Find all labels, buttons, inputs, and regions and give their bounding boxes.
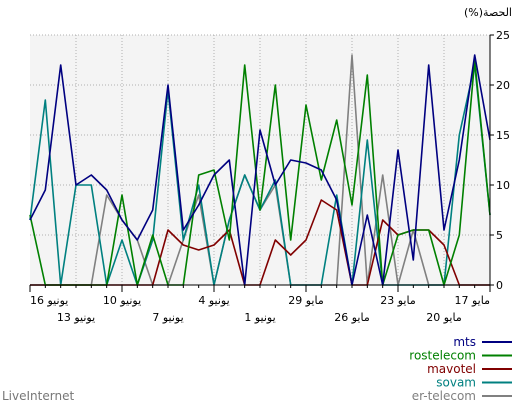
x-tick-label: 20 مايو: [426, 311, 462, 324]
y-axis-title: (%)الحصة: [464, 6, 512, 19]
x-tick-label: 13 يونيو: [57, 311, 95, 324]
legend-label-rostelecom: rostelecom: [409, 349, 476, 363]
x-axis-ticks: 17 مايو 23 مايو 29 مايو 4 يونيو 10 يونيو 16 ي…: [29, 285, 491, 324]
y-tick-label: 10: [496, 179, 510, 192]
x-tick-label: 23 مايو: [380, 294, 416, 307]
x-tick-label: 17 مايو: [455, 294, 491, 307]
x-tick-label: 10 يونيو: [103, 294, 141, 307]
y-tick-label: 0: [496, 279, 503, 292]
series-line-mts: [29, 54, 491, 286]
legend-label-sovam: sovam: [436, 376, 476, 390]
y-tick-label: 5: [496, 229, 503, 242]
x-tick-label: 16 يونيو: [30, 294, 68, 307]
x-tick-label: 7 يونيو: [152, 311, 183, 324]
x-tick-label: 26 مايو: [334, 311, 370, 324]
y-axis-ticks: 0 5 10 15 20 25: [490, 29, 510, 292]
y-tick-label: 25: [496, 29, 510, 42]
y-tick-label: 20: [496, 79, 510, 92]
legend-label-mts: mts: [453, 335, 476, 349]
x-tick-label: 4 يونيو: [198, 294, 229, 307]
plot-background: [30, 35, 490, 285]
legend-label-er-telecom: er-telecom: [412, 389, 476, 403]
x-tick-label: 29 مايو: [288, 294, 324, 307]
watermark: LiveInternet: [2, 389, 74, 403]
x-tick-label: 1 يونيو: [244, 311, 275, 324]
y-tick-label: 15: [496, 129, 510, 142]
legend-label-mavotel: mavotel: [427, 362, 476, 376]
